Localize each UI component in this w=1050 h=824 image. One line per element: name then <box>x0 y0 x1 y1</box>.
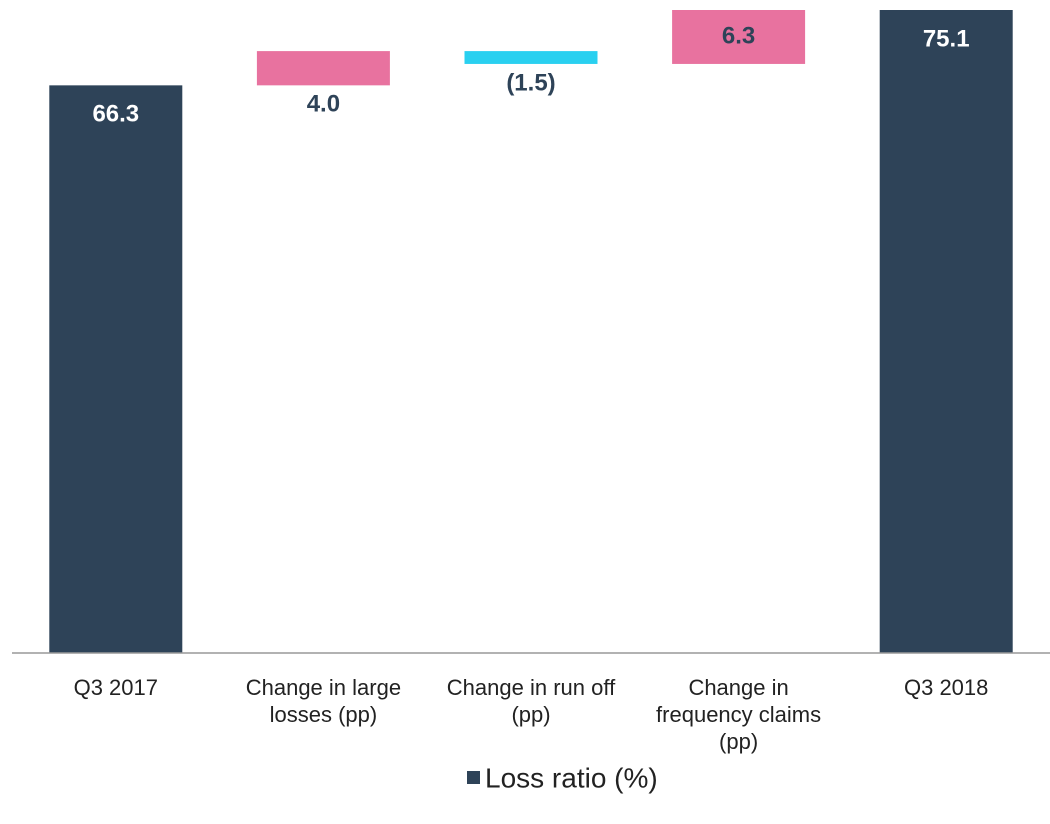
value-label: 66.3 <box>92 101 139 128</box>
x-tick-label: Q3 2017 <box>73 675 158 700</box>
x-tick-label: Change in frequency claims (pp) <box>656 675 822 754</box>
value-label: 4.0 <box>307 91 340 118</box>
value-label: 6.3 <box>722 22 755 49</box>
x-tick-label: Change in run off (pp) <box>446 675 616 727</box>
legend-label: Loss ratio (%) <box>485 762 658 793</box>
bar <box>49 85 183 654</box>
value-label: 75.1 <box>923 25 970 52</box>
bar <box>464 51 598 64</box>
bar <box>256 51 390 86</box>
value-label: (1.5) <box>506 69 555 96</box>
bar <box>672 10 806 64</box>
legend-swatch <box>467 771 480 784</box>
x-tick-label: Change in large losses (pp) <box>245 675 402 727</box>
x-tick-label: Q3 2018 <box>903 675 989 700</box>
bar <box>879 10 1013 653</box>
